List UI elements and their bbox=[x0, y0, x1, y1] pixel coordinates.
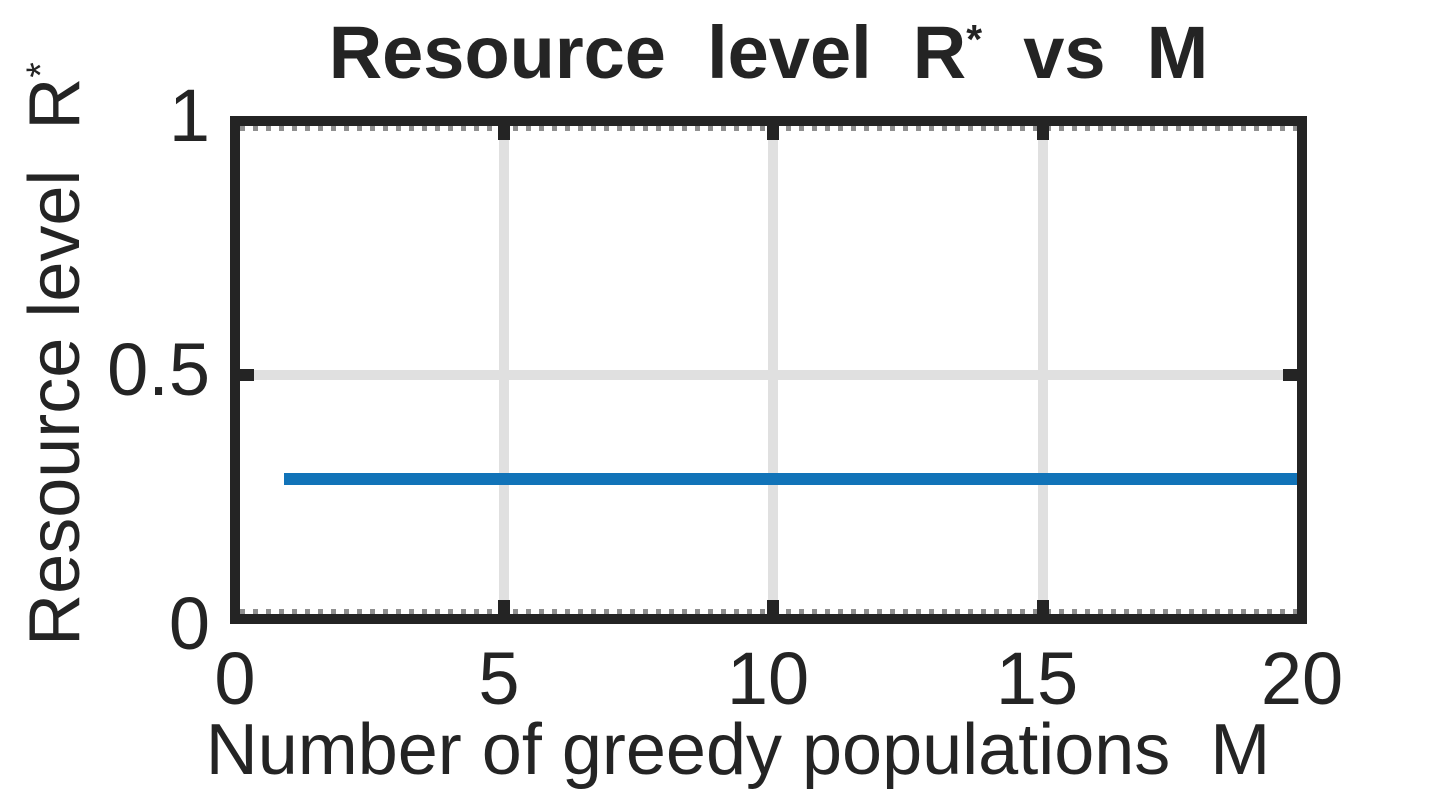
tick-mark-top-x5 bbox=[498, 126, 510, 140]
tick-mark-top-x15 bbox=[1037, 126, 1049, 140]
y-tick-label-0: 0 bbox=[168, 582, 210, 665]
x-axis-label: Number of greedy populations M bbox=[205, 710, 1271, 790]
chart-title-superscript: * bbox=[966, 15, 983, 62]
y-tick-label-0_5: 0.5 bbox=[107, 328, 210, 411]
tick-mark-bottom-x5 bbox=[498, 600, 510, 614]
plot-area bbox=[230, 116, 1307, 624]
x-tick-label-0: 0 bbox=[214, 637, 256, 720]
chart-title: Resource level R* vs M bbox=[230, 16, 1307, 90]
tick-mark-bottom-x15 bbox=[1037, 600, 1049, 614]
y-tick-label-1: 1 bbox=[168, 74, 210, 157]
x-tick-label-15: 15 bbox=[995, 637, 1079, 720]
x-tick-label-5: 5 bbox=[478, 637, 520, 720]
x-tick-label-20: 20 bbox=[1260, 637, 1344, 720]
chart-title-text: Resource level R bbox=[328, 11, 967, 94]
tick-mark-top-x10 bbox=[767, 126, 779, 140]
chart-title-suffix: vs M bbox=[982, 11, 1209, 94]
y-axis-label-superscript: * bbox=[19, 62, 64, 78]
data-line-resource-level bbox=[284, 473, 1297, 485]
gridline-y-0_5 bbox=[240, 370, 1297, 380]
tick-mark-bottom-x10 bbox=[767, 600, 779, 614]
tick-mark-right-y0_5 bbox=[1283, 369, 1297, 381]
tick-mark-left-y0_5 bbox=[240, 369, 254, 381]
x-tick-label-10: 10 bbox=[726, 637, 810, 720]
